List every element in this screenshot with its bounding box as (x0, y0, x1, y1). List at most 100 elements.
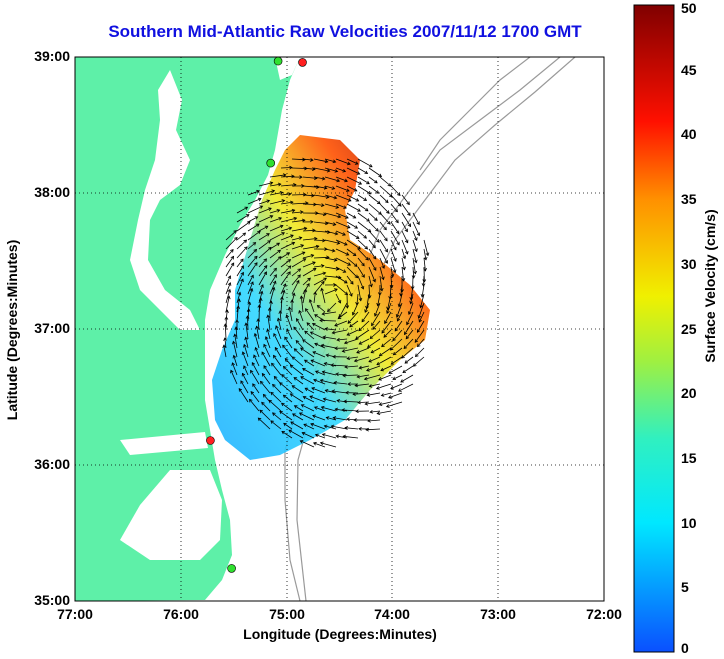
velocity-arrow (392, 374, 403, 380)
velocity-arrow-head (283, 422, 287, 427)
velocity-arrow (260, 381, 271, 394)
velocity-arrow-head (347, 262, 352, 266)
velocity-arrow (302, 245, 319, 250)
velocity-arrow (346, 221, 358, 229)
velocity-arrow-head (354, 383, 358, 388)
colorbar-label: Surface Velocity (cm/s) (702, 209, 718, 363)
velocity-arrow-head (290, 234, 294, 238)
velocity-arrow-head (291, 356, 296, 360)
velocity-arrow (285, 358, 293, 367)
velocity-arrow-head (334, 231, 339, 236)
velocity-arrow-head (289, 393, 294, 397)
velocity-arrow (390, 338, 403, 351)
velocity-arrow (225, 275, 231, 286)
velocity-arrow (271, 363, 282, 376)
velocity-arrow (330, 364, 348, 367)
velocity-arrow (357, 221, 371, 233)
velocity-arrow-head (376, 361, 381, 366)
velocity-arrow (335, 167, 346, 172)
velocity-arrow (236, 232, 246, 241)
velocity-arrow-head (406, 321, 410, 326)
velocity-arrow (286, 314, 293, 331)
velocity-arrow-head (293, 377, 298, 381)
velocity-arrow-head (256, 189, 261, 194)
velocity-arrow-head (345, 305, 350, 309)
velocity-arrow-head (355, 235, 360, 239)
velocity-arrow-head (418, 318, 423, 323)
velocity-arrow-head (254, 262, 258, 266)
velocity-arrow (269, 242, 280, 250)
velocity-arrow-head (312, 267, 317, 272)
velocity-arrow-head (312, 261, 316, 265)
velocity-arrow (280, 209, 295, 214)
velocity-arrow-head (279, 224, 284, 229)
velocity-arrow-head (273, 375, 278, 380)
velocity-arrow-head (257, 304, 262, 308)
velocity-arrow (300, 347, 315, 358)
velocity-arrow-head (332, 354, 336, 359)
velocity-arrow (335, 212, 349, 219)
velocity-arrow (401, 221, 408, 232)
velocity-arrow-head (319, 318, 323, 323)
velocity-arrow-head (271, 362, 275, 367)
velocity-arrow (302, 176, 317, 179)
velocity-arrow (412, 266, 415, 279)
velocity-arrow-head (235, 319, 239, 323)
velocity-arrow (346, 248, 357, 256)
velocity-arrow-head (253, 255, 258, 260)
velocity-arrow-head (378, 352, 383, 357)
velocity-arrow (279, 382, 293, 394)
velocity-arrow (386, 302, 392, 314)
velocity-arrow-head (354, 161, 359, 165)
velocity-arrow-head (288, 429, 293, 433)
velocity-arrow (359, 338, 370, 345)
velocity-arrow (258, 182, 273, 187)
velocity-arrow (368, 266, 376, 282)
velocity-arrow (335, 230, 346, 236)
velocity-arrow-head (273, 267, 277, 272)
velocity-arrow (346, 158, 359, 165)
velocity-arrow (302, 277, 311, 286)
velocity-arrow (319, 320, 337, 322)
velocity-arrow-head (311, 387, 315, 391)
velocity-arrow (269, 225, 284, 232)
velocity-arrow-head (401, 355, 405, 359)
velocity-arrow-head (299, 440, 304, 444)
velocity-arrow (324, 212, 341, 218)
velocity-arrow-head (259, 380, 264, 385)
velocity-arrow-head (238, 387, 243, 392)
velocity-arrow (334, 382, 348, 385)
velocity-arrow (243, 344, 249, 358)
plot-frame (74, 56, 605, 602)
velocity-arrow-head (246, 221, 251, 225)
velocity-arrow-head (321, 311, 326, 316)
velocity-arrow (298, 310, 304, 322)
velocity-arrow (257, 318, 260, 331)
velocity-arrow (291, 258, 306, 268)
velocity-arrow-head (260, 284, 264, 288)
velocity-arrow (368, 221, 379, 232)
velocity-arrow-head (300, 244, 305, 248)
map-title: Southern Mid-Atlantic Raw Velocities 200… (108, 22, 582, 41)
velocity-arrow-head (279, 191, 284, 195)
velocity-arrow (225, 256, 234, 268)
velocity-arrow-head (331, 330, 336, 335)
velocity-arrow (354, 356, 370, 362)
velocity-arrow-head (323, 277, 327, 281)
velocity-arrow-head (321, 370, 326, 375)
velocity-arrow (405, 329, 414, 339)
velocity-arrow-head (311, 193, 315, 198)
velocity-arrow-head (261, 372, 266, 377)
velocity-arrow-head (346, 356, 351, 361)
velocity-arrow (292, 413, 304, 421)
colorbar-tick: 45 (681, 61, 697, 78)
velocity-arrow-head (243, 365, 247, 369)
radar-station-marker (206, 436, 215, 445)
velocity-arrow (379, 230, 388, 241)
velocity-arrow-head (224, 316, 229, 320)
velocity-arrow (313, 203, 324, 206)
velocity-arrow-head (282, 173, 287, 178)
velocity-arrow-head (290, 299, 294, 303)
velocity-arrow-head (334, 169, 339, 173)
velocity-arrow-head (354, 225, 359, 229)
